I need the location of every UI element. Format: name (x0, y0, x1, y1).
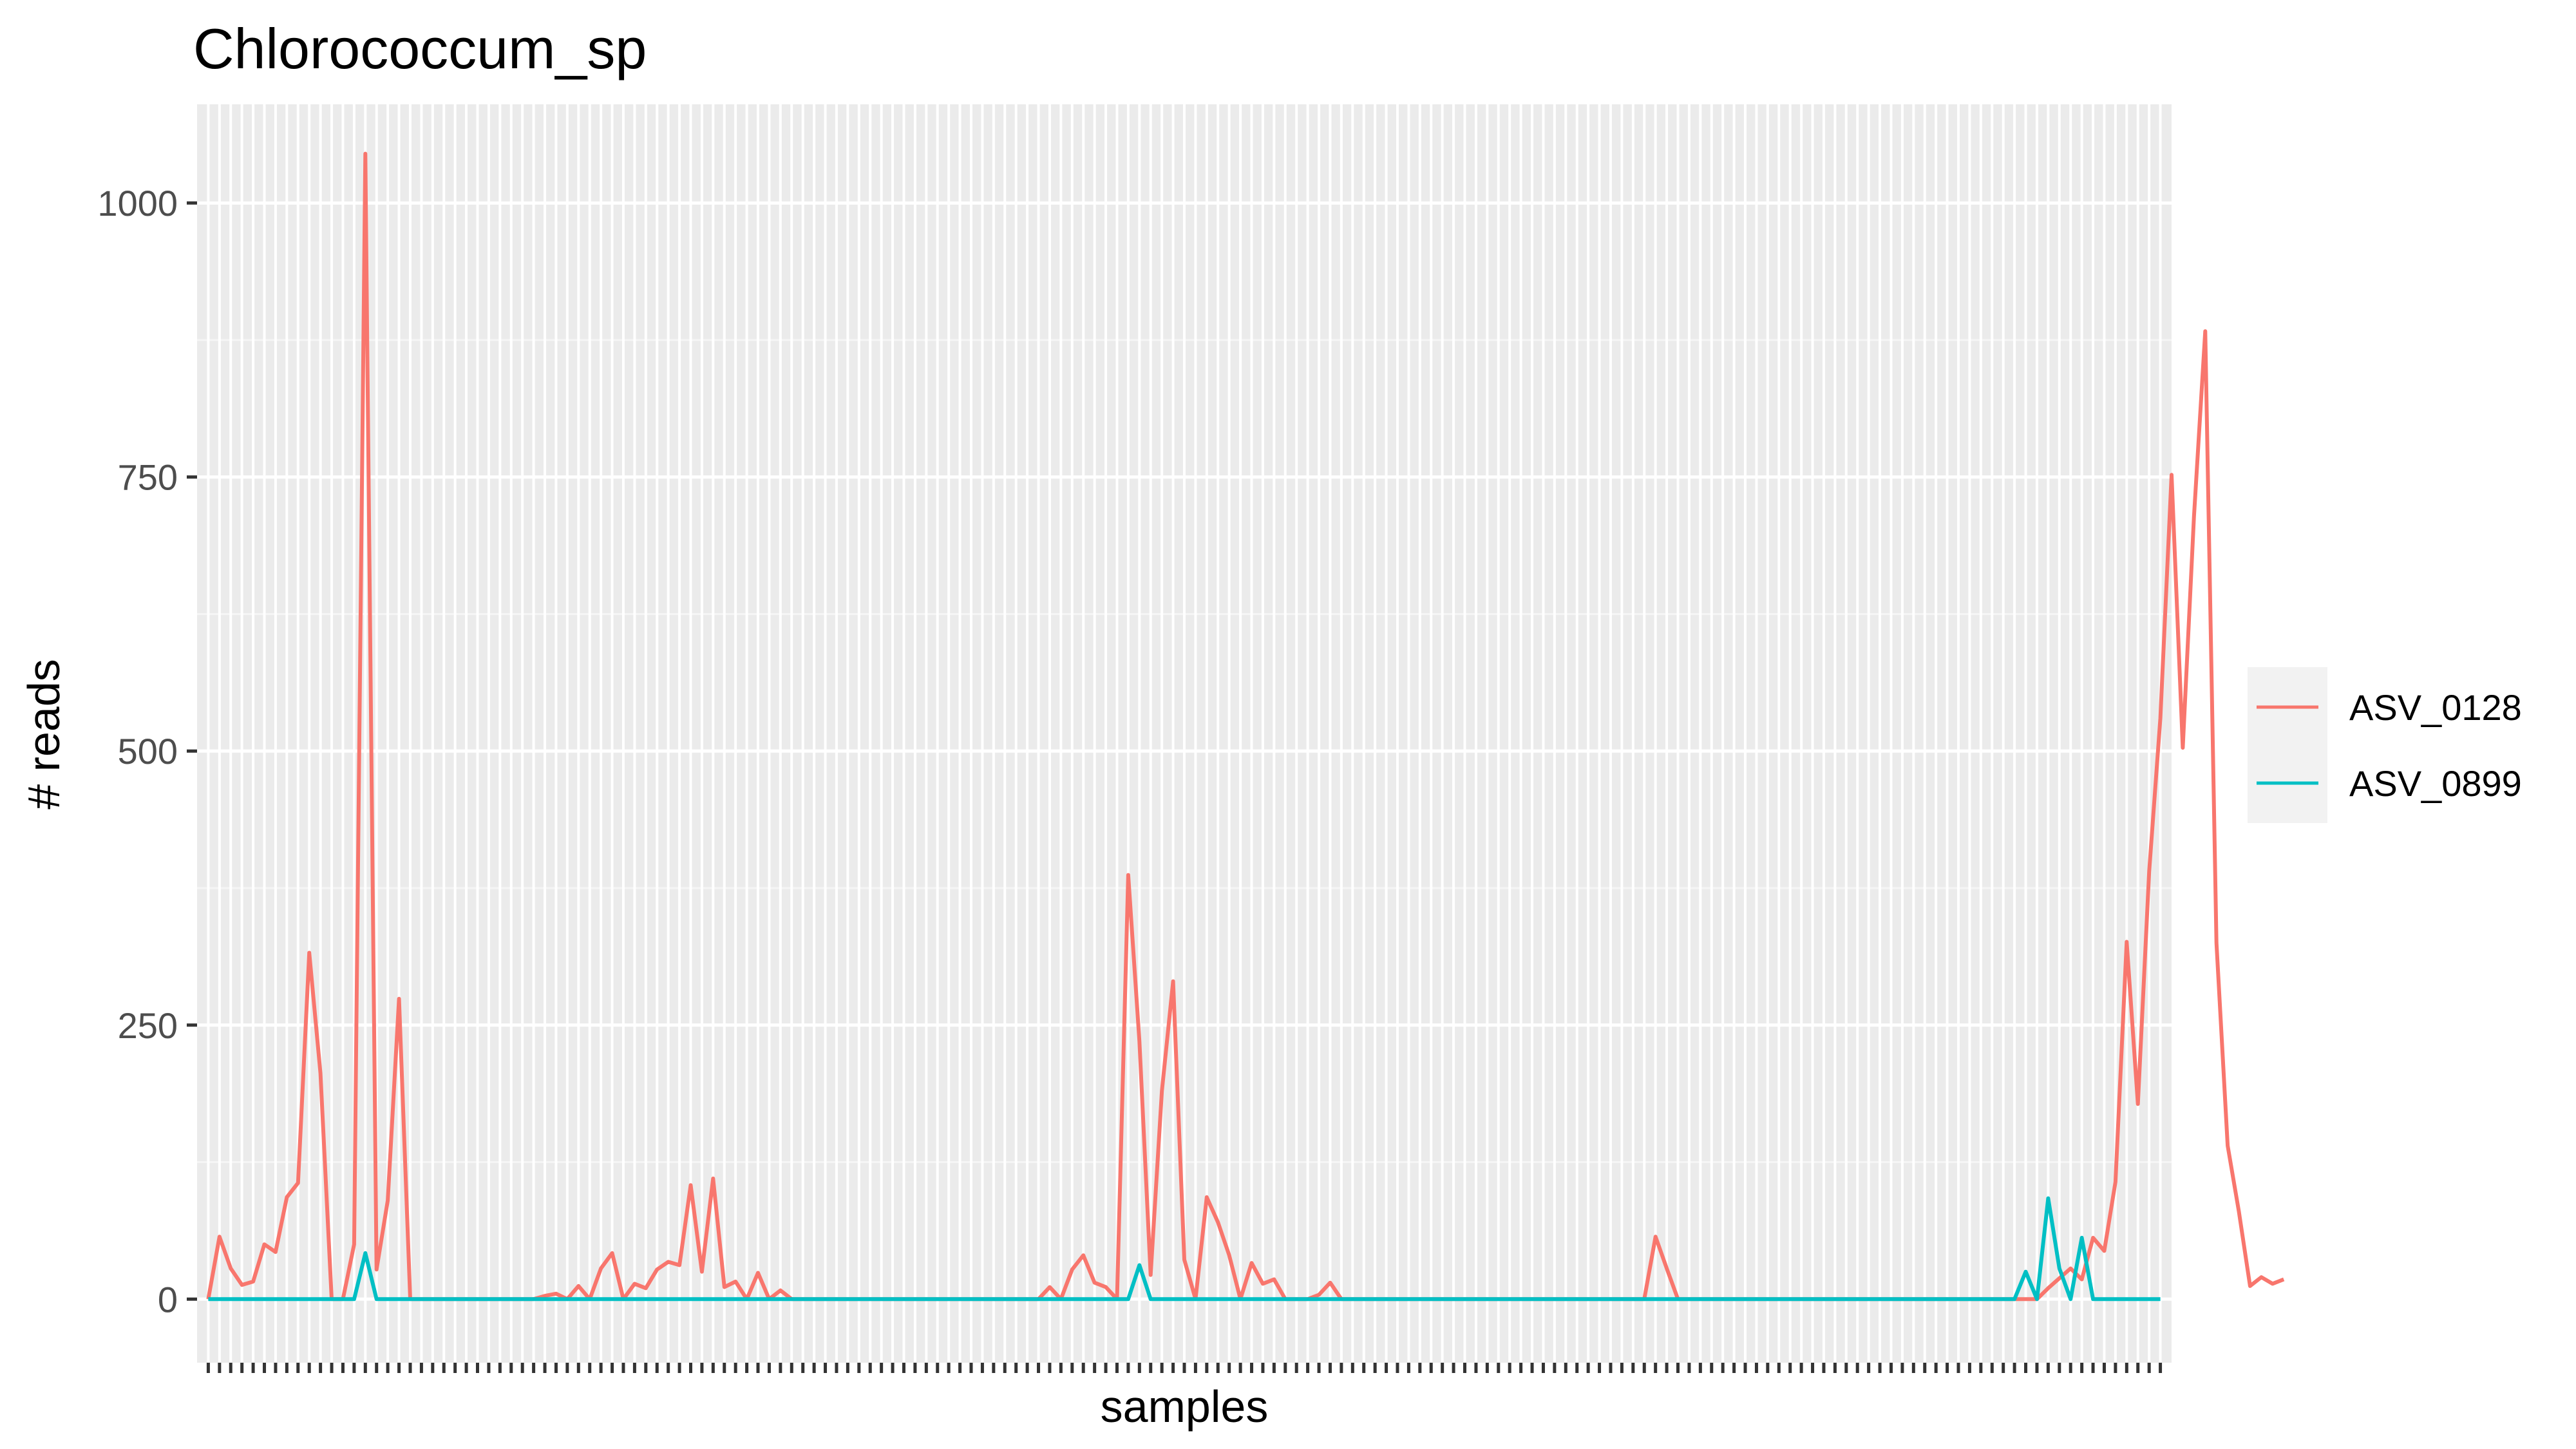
legend-key-background (2248, 667, 2327, 823)
legend-label-asv-0128: ASV_0128 (2349, 687, 2522, 728)
y-tick-label: 250 (118, 1005, 178, 1046)
series-line-asv-0899 (208, 1196, 2161, 1302)
y-tick-label: 750 (118, 457, 178, 498)
legend-label-asv-0899: ASV_0899 (2349, 763, 2522, 804)
y-tick-label: 0 (158, 1279, 178, 1320)
x-axis-title: samples (1101, 1381, 1269, 1432)
chart-title: Chlorococcum_sp (193, 17, 647, 80)
legend: ASV_0128 ASV_0899 (2248, 667, 2522, 823)
y-tick-label: 1000 (97, 183, 178, 223)
x-axis (206, 1363, 2163, 1373)
y-axis: 0 250 500 750 1000 (97, 183, 197, 1320)
y-axis-title: # reads (19, 659, 69, 809)
series-lines (206, 151, 2285, 1302)
y-tick-label: 500 (118, 731, 178, 772)
